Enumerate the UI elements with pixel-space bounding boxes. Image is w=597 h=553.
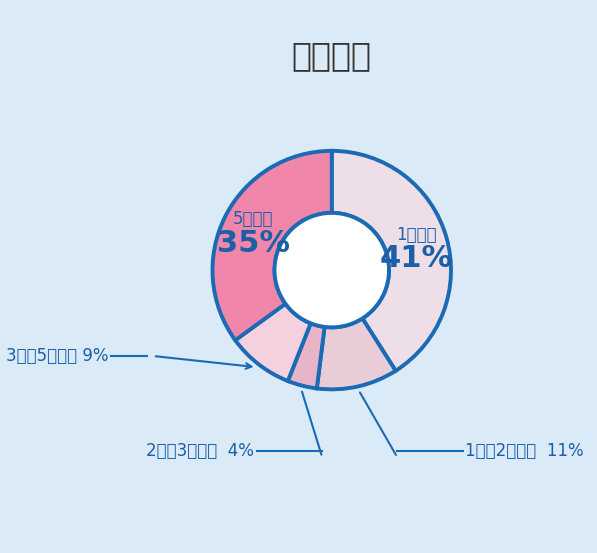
Text: 1年～2年未満  11%: 1年～2年未満 11% <box>465 442 584 460</box>
Wedge shape <box>332 151 451 371</box>
Text: 1年未満: 1年未満 <box>396 226 437 244</box>
Wedge shape <box>288 324 325 388</box>
Circle shape <box>275 213 389 327</box>
Wedge shape <box>213 151 332 340</box>
Wedge shape <box>317 319 396 389</box>
Title: 勤続年数: 勤続年数 <box>292 39 372 72</box>
Wedge shape <box>235 304 310 381</box>
Text: 2年～3年未満  4%: 2年～3年未満 4% <box>146 442 254 460</box>
Text: 35%: 35% <box>217 228 290 258</box>
Text: 3年～5年未満 9%: 3年～5年未満 9% <box>6 347 109 365</box>
Text: 5年以上: 5年以上 <box>233 210 273 228</box>
Text: 41%: 41% <box>380 244 453 273</box>
